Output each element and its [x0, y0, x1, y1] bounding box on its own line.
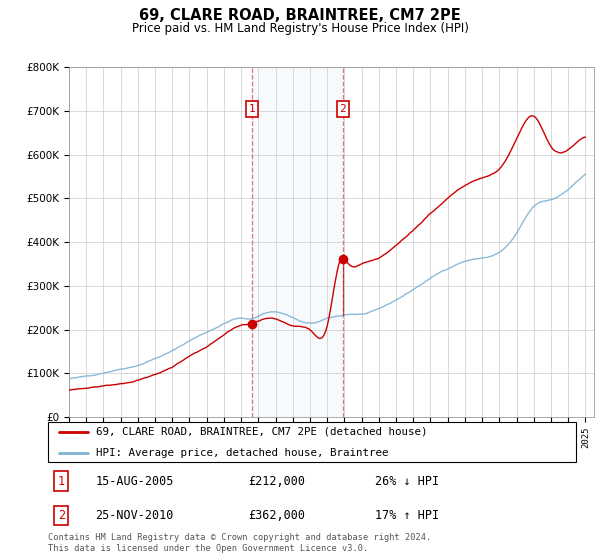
Text: 1: 1: [58, 475, 65, 488]
Bar: [252, 67, 343, 417]
Text: 69, CLARE ROAD, BRAINTREE, CM7 2PE: 69, CLARE ROAD, BRAINTREE, CM7 2PE: [139, 8, 461, 24]
Text: 25-NOV-2010: 25-NOV-2010: [95, 509, 174, 522]
Text: £362,000: £362,000: [248, 509, 305, 522]
Text: HPI: Average price, detached house, Braintree: HPI: Average price, detached house, Brai…: [95, 448, 388, 458]
Text: 17% ↑ HPI: 17% ↑ HPI: [376, 509, 439, 522]
Text: 2: 2: [340, 104, 346, 114]
Text: Price paid vs. HM Land Registry's House Price Index (HPI): Price paid vs. HM Land Registry's House …: [131, 22, 469, 35]
Text: 26% ↓ HPI: 26% ↓ HPI: [376, 475, 439, 488]
Text: 15-AUG-2005: 15-AUG-2005: [95, 475, 174, 488]
Text: 2: 2: [58, 509, 65, 522]
Text: 1: 1: [248, 104, 255, 114]
Text: 69, CLARE ROAD, BRAINTREE, CM7 2PE (detached house): 69, CLARE ROAD, BRAINTREE, CM7 2PE (deta…: [95, 427, 427, 437]
Text: £212,000: £212,000: [248, 475, 305, 488]
Text: Contains HM Land Registry data © Crown copyright and database right 2024.
This d: Contains HM Land Registry data © Crown c…: [48, 533, 431, 553]
